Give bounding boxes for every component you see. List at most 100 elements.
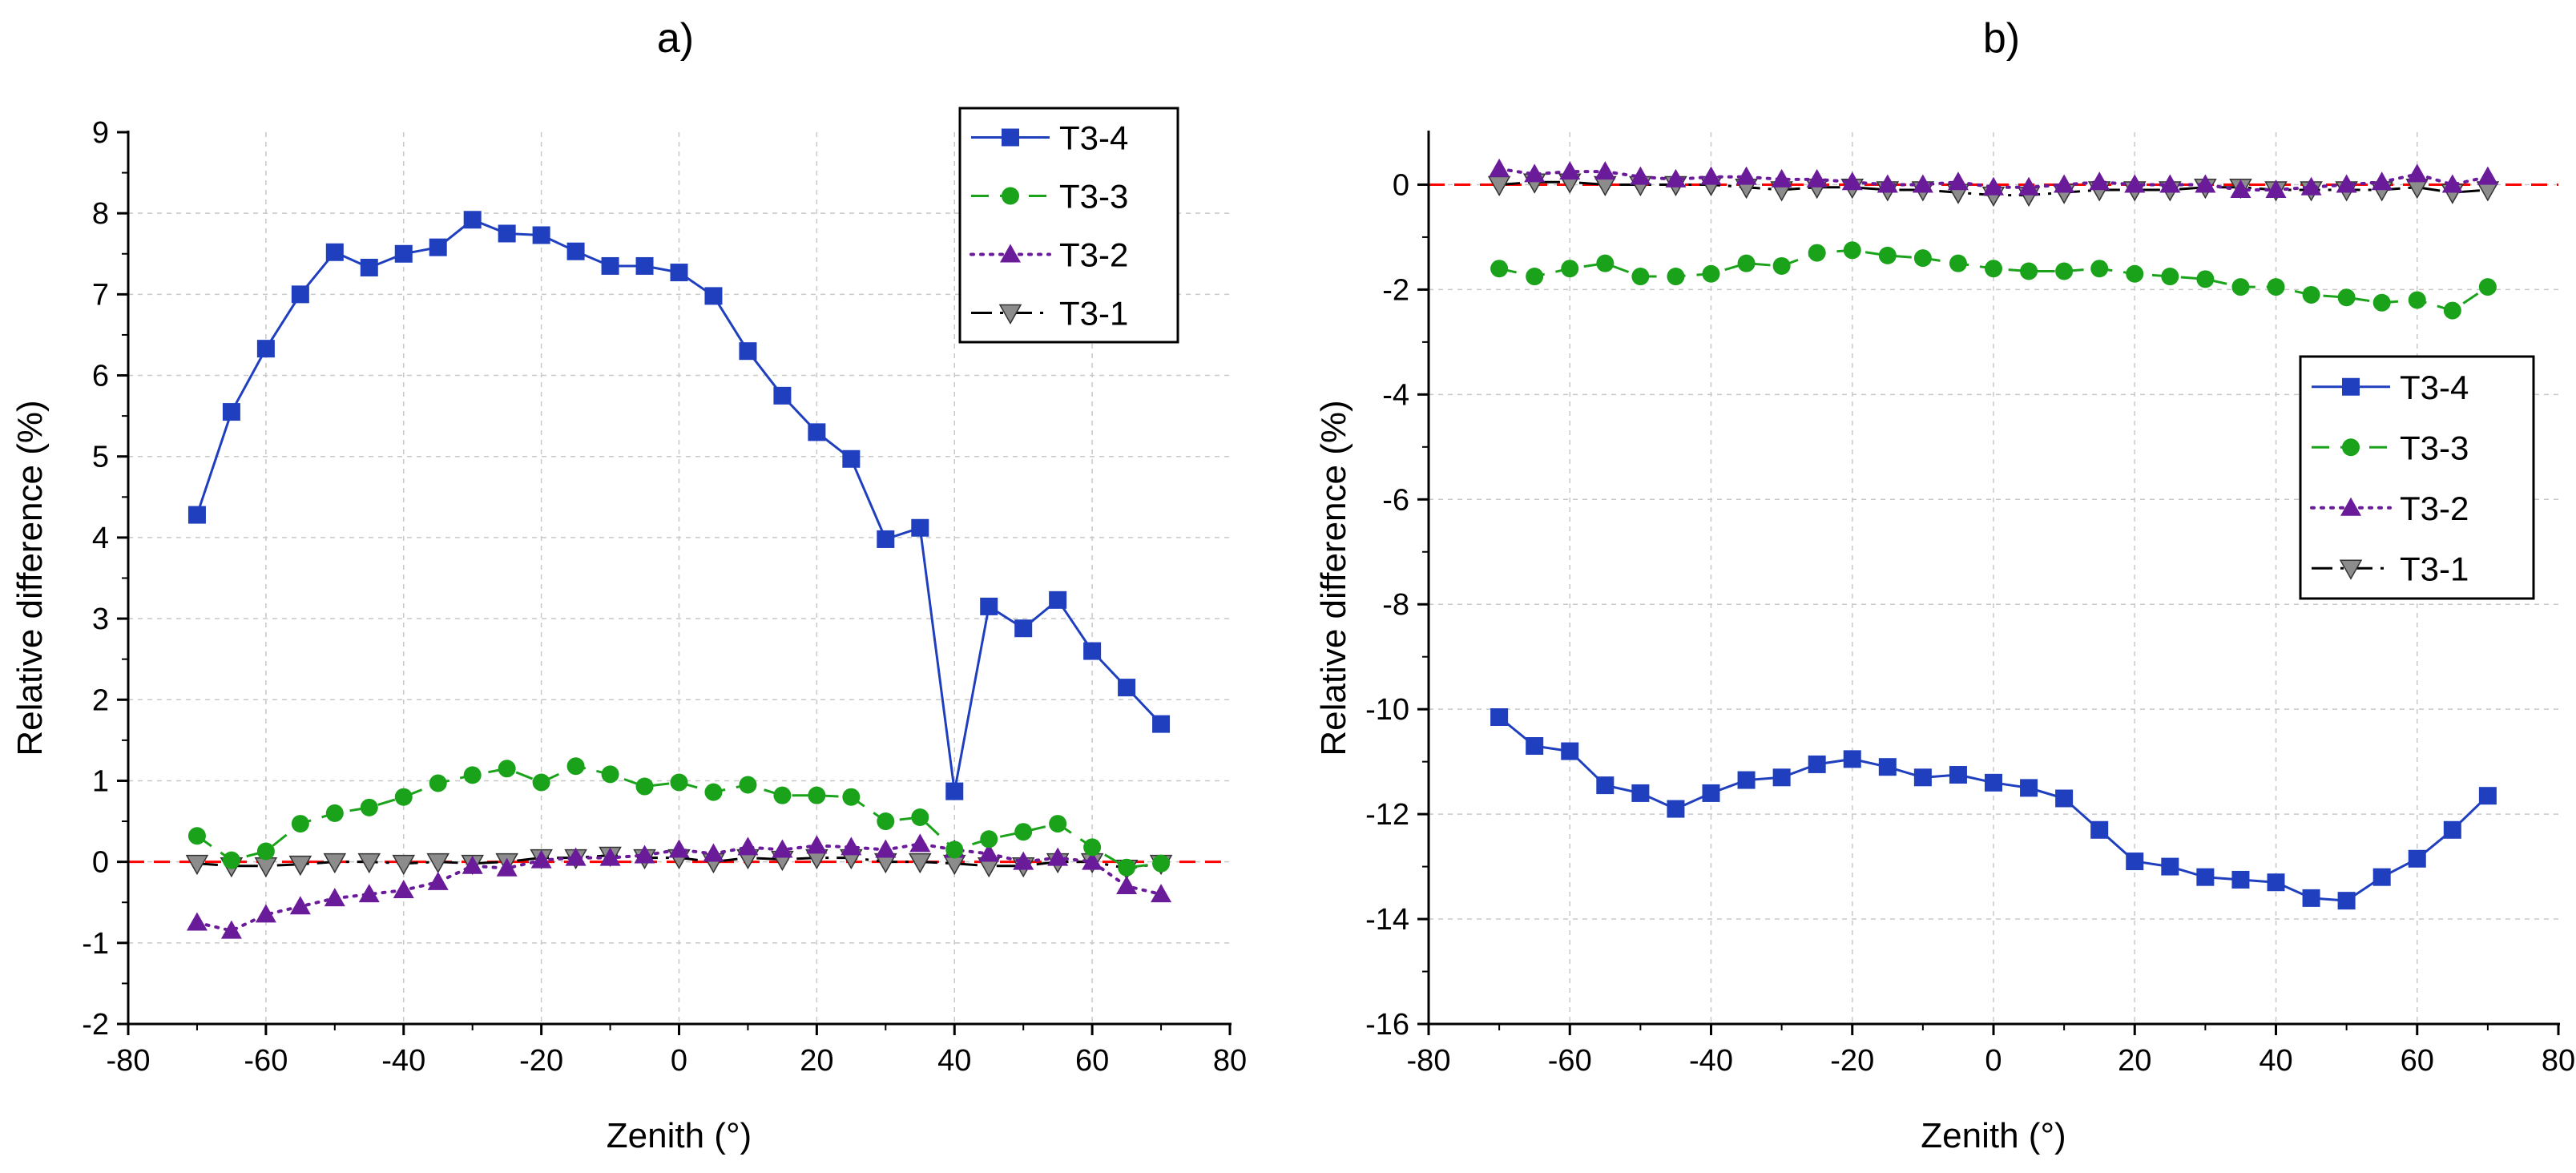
data-point: [1152, 854, 1171, 873]
y-tick-label: 0: [92, 846, 109, 880]
data-point: [703, 843, 724, 862]
data-point: [1878, 246, 1897, 264]
legend-item: T3-1: [2312, 550, 2469, 587]
data-point: [1913, 768, 1932, 787]
data-point: [1489, 158, 1510, 177]
data-point: [808, 423, 826, 441]
data-point: [668, 839, 690, 858]
data-point: [498, 760, 516, 778]
legend-label: T3-1: [2400, 550, 2469, 587]
data-point: [1047, 847, 1069, 866]
data-point: [1082, 851, 1103, 870]
data-point: [1667, 800, 1685, 818]
data-point: [1665, 168, 1687, 187]
legend-item: T3-4: [2312, 369, 2469, 406]
panel-label: b): [1983, 15, 2020, 62]
data-point: [1014, 619, 1033, 638]
data-point: [1949, 254, 1967, 272]
data-point: [1878, 758, 1897, 776]
data-point: [978, 843, 1000, 862]
data-point: [772, 839, 793, 858]
data-point: [2126, 264, 2144, 283]
data-point: [323, 853, 347, 874]
x-tick-label: 20: [2118, 1044, 2151, 1078]
data-point: [429, 238, 447, 256]
data-point: [187, 827, 206, 845]
x-tick-label: -60: [244, 1044, 288, 1078]
data-point: [1116, 875, 1138, 894]
legend-marker: [1000, 244, 1021, 263]
y-tick-label: 0: [1393, 168, 1409, 202]
data-point: [222, 403, 240, 421]
data-point: [1490, 260, 1509, 278]
data-point: [739, 776, 757, 794]
y-tick-label: 4: [92, 522, 109, 555]
data-point: [1083, 642, 1102, 660]
data-point: [1913, 249, 1932, 268]
y-tick-label: 7: [92, 278, 109, 312]
data-point: [1737, 771, 1756, 789]
data-point: [325, 804, 344, 822]
data-point: [1985, 260, 2002, 278]
data-point: [566, 757, 585, 776]
data-point: [1561, 742, 1579, 760]
legend-marker: [1002, 128, 1019, 147]
data-point: [1526, 737, 1544, 756]
data-point: [634, 844, 655, 864]
legend-label: T3-3: [2400, 429, 2469, 466]
data-point: [739, 342, 757, 361]
data-point: [2020, 779, 2038, 797]
legend-label: T3-1: [1059, 295, 1128, 333]
data-point: [2161, 268, 2179, 286]
data-point: [980, 597, 998, 615]
data-point: [254, 857, 278, 878]
data-point: [1631, 784, 1650, 802]
series-T3-3: [187, 757, 1171, 877]
legend-item: T3-4: [971, 119, 1128, 157]
y-tick-label: -1: [82, 927, 109, 961]
data-point: [1594, 161, 1616, 180]
x-tick-label: 40: [2259, 1044, 2292, 1078]
data-point: [875, 839, 897, 858]
data-point: [256, 340, 275, 358]
data-point: [2337, 892, 2356, 910]
data-point: [2159, 174, 2181, 193]
data-point: [911, 808, 929, 826]
data-point: [2408, 291, 2426, 309]
data-point: [670, 773, 688, 792]
y-tick-label: 8: [92, 197, 109, 231]
legend-box: [2299, 355, 2535, 600]
data-point: [532, 226, 550, 244]
data-point: [360, 258, 378, 276]
legend-label: T3-4: [1059, 119, 1128, 157]
data-point: [1631, 268, 1650, 286]
legend-box: [958, 107, 1179, 344]
y-tick-label: 3: [92, 603, 109, 636]
panel-a: a) -80 -60 -40 -20 0 20 40 60 80 -2 -1 0 1 2 3 4 5 6 7 8 9 Zen…: [10, 15, 1247, 1155]
x-axis-title: Zenith (°): [1921, 1116, 2066, 1155]
data-point: [2477, 166, 2498, 185]
data-point: [2054, 174, 2075, 193]
data-point: [2267, 873, 2285, 892]
data-point: [670, 264, 688, 282]
y-axis-title: Relative difference (%): [10, 400, 50, 756]
legend-marker: [2342, 377, 2360, 396]
data-point: [1912, 174, 1933, 193]
x-tick-label: 40: [937, 1044, 971, 1078]
data-point: [2195, 174, 2216, 193]
data-point: [945, 782, 964, 800]
x-tick-label: 60: [1075, 1044, 1109, 1078]
data-point: [842, 449, 861, 468]
data-point: [635, 777, 654, 796]
x-tick-label: 0: [1985, 1044, 2002, 1078]
legend-marker: [2340, 497, 2361, 516]
data-point: [2443, 301, 2461, 320]
data-point: [737, 836, 759, 856]
data-point: [1808, 244, 1826, 262]
data-point: [841, 836, 862, 856]
data-point: [877, 812, 895, 831]
data-point: [2337, 288, 2356, 307]
data-point: [2090, 820, 2109, 839]
data-point: [601, 256, 619, 275]
